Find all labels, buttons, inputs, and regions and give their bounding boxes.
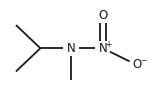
Text: N: N xyxy=(67,42,75,55)
Text: N: N xyxy=(99,42,107,55)
Text: O: O xyxy=(132,58,141,71)
Text: −: − xyxy=(140,56,146,66)
Text: O: O xyxy=(98,9,107,22)
Text: +: + xyxy=(105,40,112,49)
